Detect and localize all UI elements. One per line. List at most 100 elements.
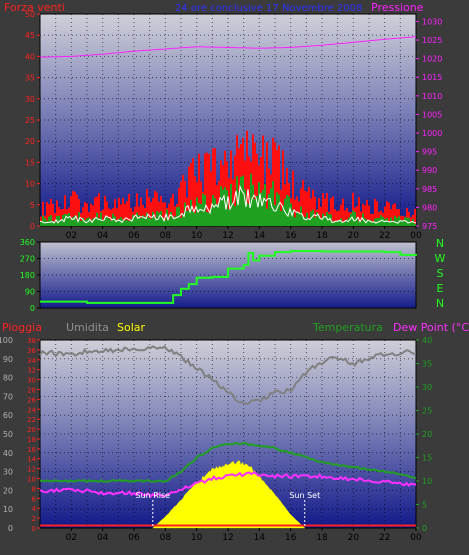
humidity-axis-tick-label: 60	[3, 411, 13, 420]
wind-speed-bar	[270, 188, 272, 226]
wind-speed-bar	[232, 203, 234, 226]
wind-speed-bar	[82, 217, 84, 226]
wind-speed-bar	[140, 218, 142, 226]
wind-speed-bar	[188, 210, 190, 226]
wind-speed-bar	[198, 203, 200, 226]
wind-gust-bar	[96, 196, 98, 226]
wind-speed-bar	[262, 189, 264, 226]
wind-speed-bar	[412, 219, 414, 226]
wind-gust-bar	[84, 202, 86, 226]
wind-speed-bar	[372, 221, 374, 226]
wind-gust-bar	[374, 198, 376, 226]
wind-axis-tick-label: 25	[25, 116, 35, 125]
wind-speed-bar	[402, 220, 404, 226]
wind-gust-bar	[48, 203, 50, 226]
wind-gust-bar	[74, 191, 76, 226]
wind-axis-tick-label: 0	[30, 222, 35, 231]
wind-speed-bar	[96, 212, 98, 226]
dewpoint-line	[39, 471, 417, 499]
rain-axis-tick-label: 10	[27, 476, 36, 484]
wind-gust-bar	[308, 187, 310, 226]
wind-gust-bar	[314, 196, 316, 226]
sunset-label: Sun Set	[289, 491, 320, 500]
x-tick-label: 10	[191, 231, 203, 241]
wind-speed-bar	[324, 216, 326, 226]
wind-speed-bar	[132, 214, 134, 226]
x-tick-label: 12	[222, 231, 233, 241]
temperature-axis-tick-label: 30	[422, 383, 432, 392]
wind-speed-bar	[404, 217, 406, 226]
humidity-axis-tick-label: 100	[0, 336, 13, 345]
wind-speed-bar	[80, 220, 82, 226]
wind-speed-bar	[208, 212, 210, 226]
wind-speed-bar	[290, 203, 292, 226]
wind-speed-bar	[200, 204, 202, 226]
rain-label: Pioggia	[2, 321, 42, 334]
wind-speed-bar	[168, 219, 170, 226]
wind-speed-bar	[148, 217, 150, 226]
wind-axis-tick-label: 20	[25, 137, 35, 146]
wind-gust-bar	[72, 190, 74, 226]
wind-gust-bar	[386, 201, 388, 226]
wind-axis-tick-label: 45	[25, 31, 35, 40]
pressure-axis-tick-label: 1000	[422, 129, 442, 138]
wind-speed-bar	[230, 183, 232, 226]
wind-gust-bar	[356, 206, 358, 226]
wind-gust-bar	[150, 202, 152, 226]
wind-speed-bar	[130, 219, 132, 226]
rain-axis-tick-label: 26	[27, 396, 36, 404]
wind-gust-bar	[60, 209, 62, 226]
wind-average-line	[39, 184, 417, 224]
wind-gust-bar	[116, 208, 118, 226]
wind-speed-bar	[42, 215, 44, 226]
solar-label: Solar	[117, 321, 146, 334]
wind-speed-bar	[192, 211, 194, 226]
wind-gust-bar	[210, 171, 212, 226]
wind-speed-bar	[294, 217, 296, 226]
wind-speed-bar	[234, 206, 236, 226]
wind-gust-bar	[130, 207, 132, 226]
wind-speed-bar	[296, 211, 298, 226]
wind-direction-line	[40, 250, 417, 304]
wind-speed-bar	[304, 217, 306, 226]
wind-speed-bar	[116, 220, 118, 226]
pressure-axis-tick-label: 1020	[422, 55, 442, 64]
wind-speed-bar	[152, 211, 154, 226]
wind-speed-bar	[254, 199, 256, 226]
wind-speed-bar	[246, 202, 248, 226]
wind-gust-bar	[198, 153, 200, 226]
wind-gust-bar	[56, 200, 58, 226]
wind-gust-bar	[94, 197, 96, 226]
wind-gust-bar	[76, 194, 78, 226]
wind-speed-label: Forza venti	[4, 1, 65, 14]
wind-speed-bar	[142, 215, 144, 226]
wind-speed-bar	[68, 213, 70, 226]
wind-speed-bar	[384, 218, 386, 226]
x-tick-label: 14	[254, 231, 266, 241]
rain-axis-tick-label: 30	[27, 377, 36, 385]
rain-axis-tick-label: 28	[27, 386, 36, 394]
direction-axis-tick-label: 0	[30, 304, 35, 313]
x-tick-label: 16	[285, 231, 297, 241]
wind-gust-bar	[276, 149, 278, 226]
wind-speed-bar	[186, 210, 188, 226]
wind-speed-bar	[218, 202, 220, 226]
wind-speed-bar	[354, 212, 356, 226]
wind-speed-bar	[126, 220, 128, 226]
wind-speed-bar	[268, 193, 270, 226]
wind-gust-bar	[260, 157, 262, 226]
wind-speed-bar	[256, 195, 258, 226]
wind-gust-bar	[282, 150, 284, 226]
rain-axis-tick-label: 0	[32, 525, 36, 533]
wind-speed-bar	[176, 207, 178, 226]
wind-gust-bar	[170, 197, 172, 226]
wind-speed-bar	[396, 217, 398, 226]
wind-speed-bar	[114, 216, 116, 226]
wind-axis-tick-label: 5	[30, 201, 35, 210]
temperature-axis-tick-label: 0	[422, 524, 427, 533]
solar-area	[152, 460, 306, 529]
rain-axis-tick-label: 22	[27, 416, 36, 424]
wind-gust-bar	[278, 145, 280, 226]
x-tick-label: 14	[254, 533, 266, 543]
